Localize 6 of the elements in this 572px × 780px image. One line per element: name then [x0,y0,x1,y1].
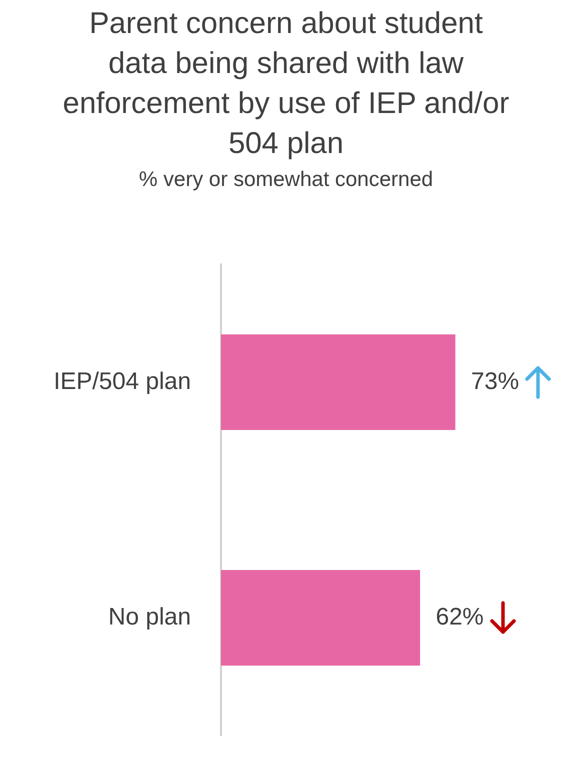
y-tick-label: No plan [108,603,191,630]
data-label: 73% [471,368,520,395]
chart-title: Parent concern about student data being shared with law enforcement by use of IEP and/or 504 plan [62,6,510,162]
data-label: 62% [436,603,484,630]
y-tick-label: IEP/504 plan [54,368,191,395]
chart-subtitle: % very or somewhat concerned [138,168,434,192]
